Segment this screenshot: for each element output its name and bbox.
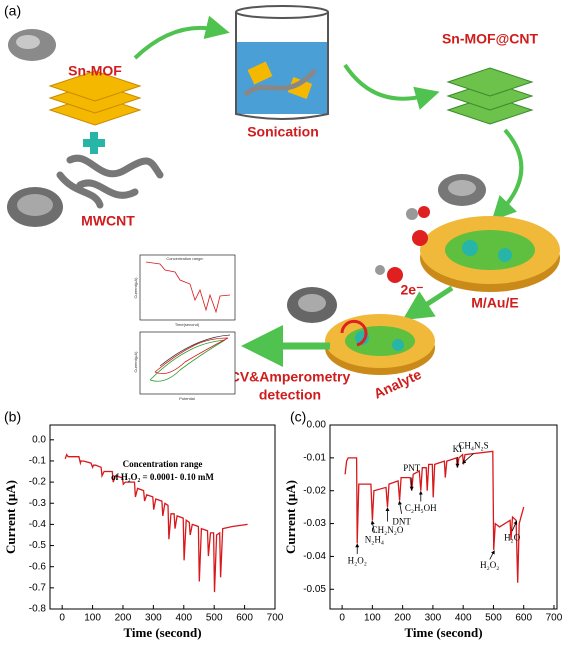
- x-axis-title: Time (second): [123, 625, 201, 640]
- x-tick-label: 400: [175, 613, 192, 624]
- inset-cv: Current(μA) Potential: [133, 331, 236, 401]
- annotation: H₂O: [504, 532, 521, 542]
- annotation: H₂O₂: [348, 555, 367, 565]
- annotation: H₂O₂: [480, 560, 499, 570]
- inset-title: Concentration range:: [166, 256, 203, 261]
- arrow: [491, 128, 524, 221]
- sem-image: [8, 29, 56, 61]
- detection-label: CV&Amperometry: [230, 369, 351, 385]
- mwcnt-label: MWCNT: [81, 213, 135, 229]
- annotation-arrow: [397, 500, 403, 514]
- x-tick-label: 500: [485, 613, 502, 624]
- y-axis-title: Current (μA): [3, 480, 18, 554]
- mwcnt-tubes: [56, 154, 164, 209]
- annotation-arrow: [511, 520, 518, 532]
- y-tick-label: -0.04: [303, 551, 326, 562]
- plus-icon: [83, 132, 105, 154]
- plot-frame: [329, 424, 558, 610]
- annotation: of H₂O₂ = 0.0001- 0.10 mM: [111, 472, 214, 482]
- sonication-label: Sonication: [247, 124, 319, 140]
- inset-y-label: Current(μA): [133, 351, 138, 373]
- inset-y-label: Current(μA): [133, 277, 138, 299]
- sem-image: [7, 187, 63, 227]
- x-tick-label: 300: [425, 613, 442, 624]
- panel-label: (b): [4, 409, 21, 425]
- annotation-arrow: [370, 520, 375, 533]
- annotation-arrow: [489, 550, 495, 560]
- electrode: [325, 314, 435, 375]
- annotation: Concentration range: [123, 459, 203, 469]
- x-tick-label: 500: [206, 613, 223, 624]
- electrons-label: 2e⁻: [401, 282, 424, 298]
- arrow: [402, 285, 454, 321]
- annotation-arrow: [461, 453, 474, 464]
- x-tick-label: 0: [339, 613, 345, 624]
- x-tick-label: 700: [546, 613, 563, 624]
- annotation: C₂H₅OH: [405, 503, 437, 513]
- inset-amperometry: Concentration range: Current(μA) Time(se…: [133, 254, 236, 327]
- molecules: [406, 206, 430, 246]
- arrow: [133, 15, 230, 60]
- y-axis-title: Current (μA): [283, 480, 298, 554]
- x-tick-label: 100: [84, 613, 101, 624]
- y-tick-label: -0.5: [29, 540, 47, 551]
- electrode: [420, 216, 560, 292]
- panel-label: (c): [290, 409, 306, 425]
- inset-x-label: Potential: [179, 396, 195, 401]
- annotation: KI: [453, 444, 463, 454]
- x-tick-label: 300: [145, 613, 162, 624]
- y-tick-label: -0.02: [303, 485, 326, 496]
- sem-image: [438, 174, 486, 206]
- y-tick-label: 0.0: [32, 434, 46, 445]
- sn-mof-label: Sn-MOF: [68, 63, 122, 79]
- annotation: DNT: [392, 517, 411, 527]
- annotation: N₂H₄: [365, 534, 384, 544]
- x-tick-label: 400: [455, 613, 472, 624]
- sem-image: [287, 287, 337, 323]
- y-tick-label: -0.2: [29, 477, 47, 488]
- detection-label: detection: [259, 387, 321, 403]
- x-tick-label: 600: [515, 613, 532, 624]
- y-tick-label: -0.6: [29, 561, 47, 572]
- arrow: [343, 63, 440, 110]
- inset-x-label: Time(second): [175, 322, 200, 327]
- y-tick-label: -0.03: [303, 518, 326, 529]
- x-axis-title: Time (second): [404, 625, 482, 640]
- x-tick-label: 700: [267, 613, 284, 624]
- beaker: [235, 5, 329, 120]
- panel-label: (a): [4, 3, 21, 19]
- x-tick-label: 200: [394, 613, 411, 624]
- y-tick-label: 0.00: [307, 420, 327, 431]
- x-tick-label: 200: [115, 613, 132, 624]
- electrode-label: M/Au/E: [471, 295, 518, 311]
- x-tick-label: 600: [236, 613, 253, 624]
- sn-mof-layers: [48, 70, 142, 126]
- data-line: [64, 453, 248, 593]
- composite-layers: [446, 67, 534, 125]
- sn-mof-cnt-label: Sn-MOF@CNT: [442, 31, 539, 47]
- annotation: CH₂N₂O: [372, 525, 404, 535]
- x-tick-label: 100: [364, 613, 381, 624]
- annotation: CH₄N₂S: [458, 440, 488, 450]
- data-line: [344, 450, 525, 583]
- y-tick-label: -0.4: [29, 519, 47, 530]
- y-tick-label: -0.8: [29, 604, 47, 615]
- x-tick-label: 0: [59, 613, 65, 624]
- y-tick-label: -0.3: [29, 498, 47, 509]
- y-tick-label: -0.05: [303, 584, 326, 595]
- y-tick-label: -0.1: [29, 456, 47, 467]
- y-tick-label: -0.7: [29, 582, 47, 593]
- y-tick-label: -0.01: [303, 452, 326, 463]
- annotation: PNT: [403, 463, 421, 473]
- plot-frame: [49, 424, 276, 610]
- molecules: [375, 265, 403, 283]
